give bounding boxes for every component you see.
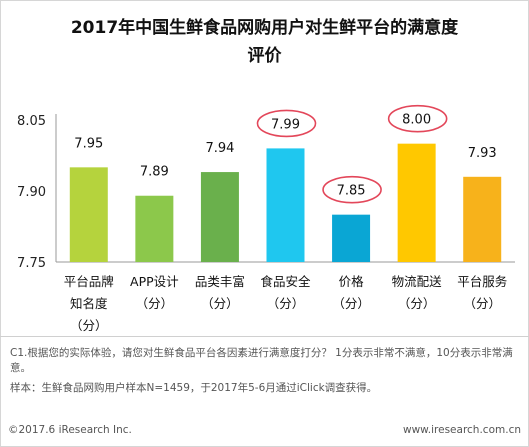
highlight-circle — [387, 104, 448, 133]
data-label: 7.99 — [271, 117, 300, 132]
chart-title: 2017年中国生鲜食品网购用户对生鲜平台的满意度 评价 — [0, 14, 529, 70]
notes-divider — [0, 336, 529, 337]
highlight-circle — [256, 109, 317, 138]
x-tick-label: （分） — [267, 296, 305, 311]
x-tick-label: 价格 — [339, 274, 365, 289]
x-tick-label: （分） — [70, 318, 108, 333]
bar — [135, 195, 174, 262]
bar — [266, 148, 305, 262]
data-label: 7.94 — [205, 141, 234, 156]
x-tick-label: 平台服务 — [457, 274, 507, 289]
y-tick-label: 7.90 — [17, 185, 46, 200]
x-tick-label: 物流配送 — [392, 274, 443, 289]
bar — [463, 176, 502, 262]
x-tick-label: APP设计 — [130, 274, 179, 289]
bar — [69, 167, 108, 262]
survey-question-note: C1.根据您的实际体验，请您对生鲜食品平台各因素进行满意度打分？ 1分表示非常不… — [10, 347, 513, 374]
data-label: 7.95 — [74, 136, 103, 151]
x-tick-label: 知名度 — [70, 296, 108, 311]
y-tick-label: 7.75 — [17, 256, 46, 271]
x-tick-label: 平台品牌 — [64, 274, 114, 289]
bar — [397, 143, 436, 262]
y-tick-label: 8.05 — [17, 114, 46, 129]
highlight-circle — [322, 175, 382, 204]
data-label: 7.85 — [337, 184, 366, 199]
chart-title-line1: 2017年中国生鲜食品网购用户对生鲜平台的满意度 — [70, 18, 459, 38]
sample-note: 样本：生鲜食品网购用户样本N=1459，于2017年5-6月通过iClick调查… — [10, 382, 378, 394]
x-tick-label: （分） — [398, 296, 436, 311]
data-label: 7.89 — [140, 165, 169, 180]
data-label: 7.93 — [468, 146, 497, 161]
chart-title-line2: 评价 — [247, 46, 282, 66]
bar — [200, 172, 239, 262]
data-label: 8.00 — [402, 113, 431, 128]
website-text: www.iresearch.com.cn — [402, 424, 521, 436]
x-tick-label: （分） — [136, 296, 174, 311]
x-tick-label: （分） — [201, 296, 239, 311]
copyright-text: ©2017.6 iResearch Inc. — [8, 424, 132, 436]
x-tick-label: （分） — [463, 296, 501, 311]
x-tick-label: 食品安全 — [260, 274, 311, 289]
x-tick-label: 品类丰富 — [195, 274, 245, 289]
x-tick-label: （分） — [332, 296, 370, 311]
bar — [332, 214, 371, 262]
